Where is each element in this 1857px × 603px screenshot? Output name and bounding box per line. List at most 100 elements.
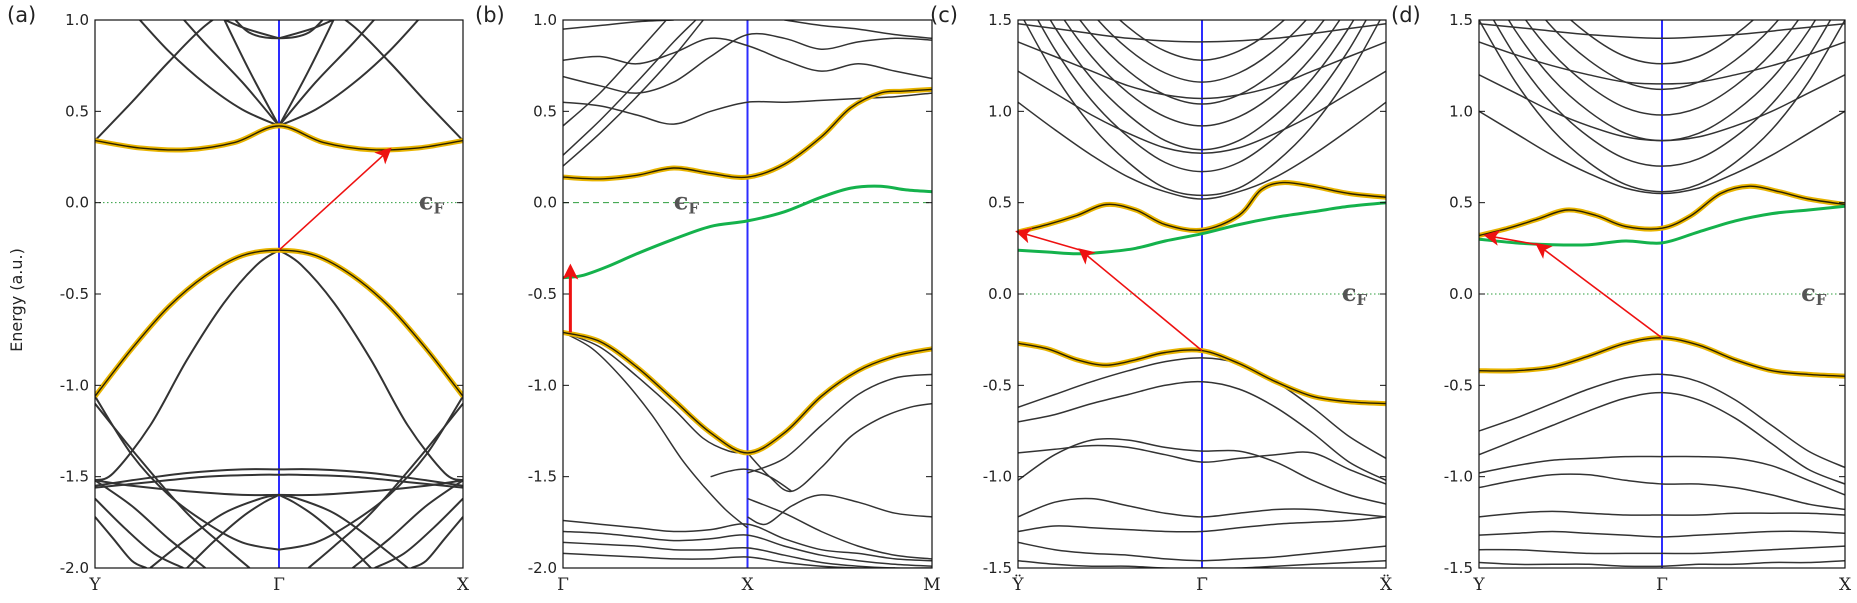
panel-label: (b) — [475, 3, 505, 27]
band-24 — [95, 497, 184, 568]
band-20 — [95, 479, 207, 568]
y-tick-label-5: -1.0 — [1444, 468, 1473, 486]
plot-area — [1479, 20, 1845, 568]
fermi-subscript: F — [688, 200, 699, 218]
y-tick-label-6: -2.0 — [60, 559, 89, 577]
y-tick-label-2: 0.5 — [988, 194, 1012, 212]
fermi-epsilon: ϵ — [1342, 278, 1357, 307]
y-tick-label-4: -1.0 — [528, 376, 557, 394]
k-point-label-1: X — [741, 575, 754, 595]
panel-label: (a) — [7, 3, 36, 27]
band-13 — [278, 249, 463, 482]
band-16 — [1479, 545, 1845, 555]
band-14 — [1479, 510, 1845, 518]
band-29 — [411, 516, 463, 568]
y-tick-label-6: -1.5 — [1444, 559, 1473, 577]
band-8 — [563, 20, 667, 127]
band-6 — [1479, 110, 1845, 195]
y-tick-label-3: -0.5 — [60, 285, 89, 303]
transition-arrow-0 — [278, 147, 392, 251]
panel-label: (d) — [1391, 3, 1421, 27]
band-9 — [1479, 22, 1845, 40]
panel-b: (b) ϵF 1.0 0.5 0.0 -0.5 -1.0 -1.5 -2.0Γ X M — [475, 3, 941, 595]
band-12 — [1018, 380, 1386, 481]
band-6 — [563, 20, 704, 167]
transition-arrow-1 — [1015, 227, 1081, 251]
band-1 — [1037, 20, 1367, 173]
band-4 — [747, 373, 932, 474]
band-9 — [223, 20, 280, 127]
transition-arrow-1 — [1483, 229, 1538, 246]
band-1 — [1492, 20, 1832, 167]
highlight-band-core-0 — [1018, 181, 1386, 233]
band-3 — [746, 402, 932, 493]
transition-arrow-0 — [1078, 248, 1203, 352]
fermi-level-label: ϵF — [674, 187, 700, 218]
band-14 — [1018, 437, 1386, 505]
y-tick-label-6: -1.5 — [983, 559, 1012, 577]
band-22 — [149, 493, 280, 568]
y-tick-label-0: 1.0 — [533, 11, 557, 29]
fermi-level-label: ϵF — [1342, 278, 1368, 309]
band-11 — [1018, 357, 1386, 460]
band-15 — [1018, 497, 1386, 518]
y-tick-label-1: 1.0 — [1449, 102, 1473, 120]
band-0 — [563, 331, 704, 487]
band-12 — [278, 395, 463, 551]
band-12 — [563, 20, 674, 30]
plot-area — [1018, 20, 1386, 568]
y-tick-label-2: 0.5 — [1449, 194, 1473, 212]
highlight-band-core-0 — [1479, 185, 1845, 237]
y-tick-label-4: -1.0 — [60, 376, 89, 394]
conduction-band-0 — [563, 184, 932, 280]
band-16 — [563, 541, 932, 568]
band-7 — [563, 20, 697, 156]
fermi-subscript: F — [1816, 291, 1827, 309]
band-8 — [1018, 70, 1386, 155]
band-15 — [95, 468, 463, 487]
band-3 — [278, 20, 420, 127]
y-tick-label-0: 1.0 — [65, 11, 89, 29]
panels: (a)ϵF1.00.50.0-0.5-1.0-1.5-2.0Y Γ X(b)ϵF1.… — [7, 3, 1852, 595]
band-6 — [1118, 20, 1286, 61]
band-11 — [1479, 391, 1845, 485]
y-axis-label: Energy (a.u.) — [7, 248, 26, 352]
k-point-label-1: Γ — [1656, 575, 1668, 595]
band-4 — [1544, 20, 1780, 91]
band-8 — [1479, 41, 1845, 85]
band-5 — [278, 20, 376, 127]
conduction-band-0 — [1018, 201, 1386, 256]
band-4 — [182, 20, 280, 127]
fermi-level-label: ϵF — [419, 187, 445, 218]
highlight-band-core-1 — [95, 249, 463, 397]
y-tick-label-0: 1.5 — [988, 11, 1012, 29]
band-11 — [95, 395, 280, 551]
y-tick-label-3: 0.0 — [1449, 285, 1473, 303]
band-18 — [1018, 559, 1386, 568]
band-3 — [1063, 20, 1341, 127]
fermi-subscript: F — [1356, 291, 1367, 309]
plot-area — [95, 20, 463, 568]
k-point-label-0: Y — [88, 575, 101, 595]
band-5 — [1096, 20, 1308, 83]
band-2 — [702, 485, 748, 529]
band-21 — [351, 479, 463, 568]
y-tick-label-5: -1.0 — [983, 468, 1012, 486]
panel-d: (d) ϵF 1.5 1.0 0.5 0.0 -0.5 -1.0 -1.5Y Γ X — [1391, 3, 1852, 595]
band-16 — [1018, 516, 1386, 533]
y-tick-label-4: -0.5 — [1444, 376, 1473, 394]
band-10 — [278, 20, 335, 127]
y-tick-label-3: 0.0 — [988, 285, 1012, 303]
y-tick-label-1: 1.0 — [988, 102, 1012, 120]
y-tick-label-3: -0.5 — [528, 285, 557, 303]
band-23 — [278, 493, 409, 568]
y-tick-label-2: 0.0 — [533, 194, 557, 212]
band-27 — [278, 494, 372, 568]
band-17 — [95, 473, 463, 489]
y-tick-label-0: 1.5 — [1449, 11, 1473, 29]
transition-arrow-0 — [1535, 242, 1663, 339]
band-26 — [186, 494, 280, 568]
band-7 — [222, 20, 280, 40]
band-28 — [95, 516, 147, 568]
band-2 — [138, 20, 280, 127]
